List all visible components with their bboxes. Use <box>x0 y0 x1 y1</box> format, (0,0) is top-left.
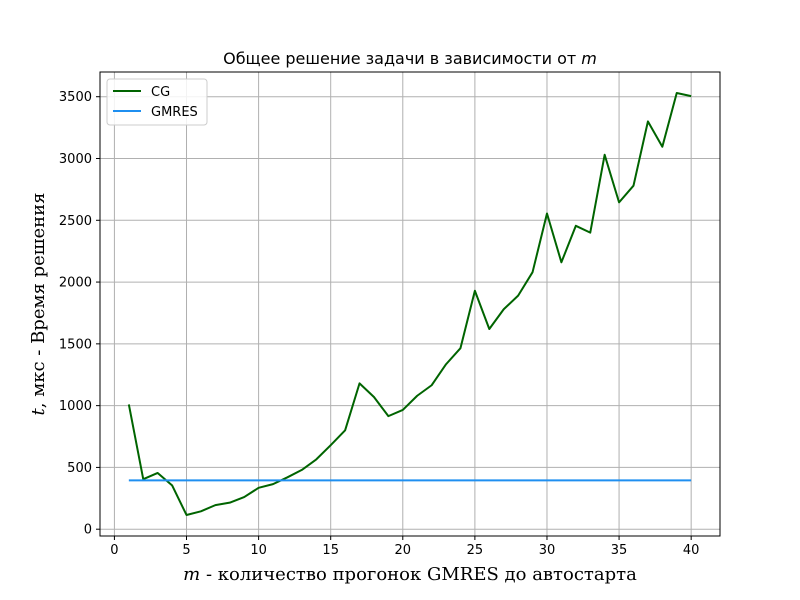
y-tick-label: 1000 <box>59 399 92 414</box>
y-tick-label: 3000 <box>59 152 92 167</box>
y-tick-label: 1500 <box>59 337 92 352</box>
chart-title: Общее решение задачи в зависимости от m <box>223 49 597 68</box>
x-axis-label-var: m <box>183 564 200 585</box>
y-axis-label: t, мкс - Время решения <box>28 193 49 416</box>
x-tick-label: 40 <box>683 543 700 558</box>
plot-lines <box>127 92 692 516</box>
y-axis-label-var: t <box>28 407 49 415</box>
y-tick-label: 3500 <box>59 90 92 105</box>
x-tick-label: 25 <box>467 543 484 558</box>
y-tick-label: 0 <box>84 523 92 538</box>
y-tick-label: 500 <box>67 461 92 476</box>
grid <box>100 72 720 536</box>
y-axis-label-text: , мкс - Время решения <box>28 193 49 409</box>
x-tick-label: 20 <box>395 543 412 558</box>
x-tick-label: 30 <box>539 543 556 558</box>
y-tick-label: 2000 <box>59 276 92 291</box>
x-axis-label: m - количество прогонок GMRES до автоста… <box>183 564 637 585</box>
x-tick-label: 15 <box>322 543 339 558</box>
series-line-cg <box>127 92 692 516</box>
x-tick-label: 0 <box>110 543 118 558</box>
x-tick-label: 5 <box>182 543 190 558</box>
x-tick-label: 10 <box>250 543 267 558</box>
chart-title-prefix: Общее решение задачи в зависимости от <box>223 49 581 68</box>
y-tick-label: 2500 <box>59 214 92 229</box>
x-axis-label-text: - количество прогонок GMRES до автостарт… <box>200 564 637 585</box>
legend-label-cg: CG <box>151 85 170 100</box>
chart-title-var: m <box>581 49 597 68</box>
axis-ticks: 0 5 10 15 20 25 30 35 40 0 500 1000 1500 2000 2500 3000… <box>59 90 700 558</box>
legend: CG GMRES <box>106 78 208 126</box>
x-tick-label: 35 <box>611 543 628 558</box>
plot-frame <box>99 71 721 537</box>
legend-label-gmres: GMRES <box>151 105 198 120</box>
